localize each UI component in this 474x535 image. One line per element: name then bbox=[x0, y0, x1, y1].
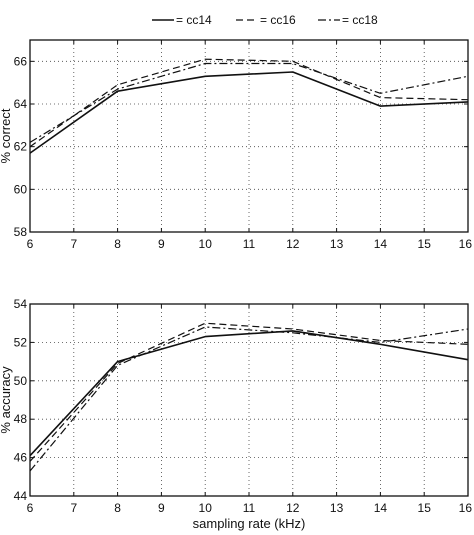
y-tick-label-3: 64 bbox=[14, 97, 28, 111]
x-tick-label-4: 10 bbox=[199, 501, 213, 515]
x-tick-label-0: 6 bbox=[27, 501, 34, 515]
y-tick-label-4: 52 bbox=[14, 335, 28, 349]
x-tick-label-1: 7 bbox=[70, 501, 77, 515]
legend-label-2: = cc18 bbox=[342, 13, 378, 27]
x-tick-label-6: 12 bbox=[286, 237, 300, 251]
series-line-cc18 bbox=[29, 326, 469, 472]
x-tick-label-3: 9 bbox=[158, 501, 165, 515]
y-tick-label-1: 46 bbox=[14, 451, 28, 465]
x-tick-label-3: 9 bbox=[158, 237, 165, 251]
y-tick-label-5: 54 bbox=[14, 297, 28, 311]
x-tick-label-2: 8 bbox=[114, 501, 121, 515]
legend: = cc14 = cc16 = cc18 bbox=[152, 13, 378, 27]
x-tick-label-5: 11 bbox=[243, 501, 256, 515]
x-tick-label-1: 7 bbox=[70, 237, 77, 251]
y-tick-label-2: 48 bbox=[14, 412, 28, 426]
series-line-cc14 bbox=[29, 71, 469, 154]
x-tick-label-2: 8 bbox=[114, 237, 121, 251]
y-tick-label-3: 50 bbox=[14, 374, 28, 388]
series-line-cc18 bbox=[29, 62, 469, 143]
accuracy-chart: 6 7 8 9 10 11 12 13 14 15 16 44 46 48 50 52 54 % accuracy… bbox=[0, 297, 472, 531]
x-tick-label-10: 16 bbox=[459, 237, 473, 251]
y-tick-label-0: 58 bbox=[14, 225, 28, 239]
x-tick-label-6: 12 bbox=[286, 501, 300, 515]
y-tick-label-4: 66 bbox=[14, 54, 28, 68]
x-tick-label-7: 13 bbox=[330, 237, 344, 251]
series-line-cc16 bbox=[29, 58, 469, 148]
x-tick-label-5: 11 bbox=[243, 237, 256, 251]
x-tick-label-4: 10 bbox=[199, 237, 213, 251]
x-tick-label-9: 15 bbox=[418, 501, 432, 515]
x-tick-label-7: 13 bbox=[330, 501, 344, 515]
y-axis-label: % correct bbox=[0, 108, 13, 163]
x-tick-label-9: 15 bbox=[418, 237, 432, 251]
legend-label-1: = cc16 bbox=[260, 13, 296, 27]
legend-label-0: = cc14 bbox=[176, 13, 212, 27]
x-tick-label-0: 6 bbox=[27, 237, 34, 251]
y-axis-label: % accuracy bbox=[0, 366, 13, 434]
x-tick-label-8: 14 bbox=[374, 501, 388, 515]
series-line-cc14 bbox=[29, 330, 469, 457]
y-tick-label-0: 44 bbox=[14, 489, 28, 503]
series-line-cc16 bbox=[29, 322, 469, 462]
y-tick-label-1: 60 bbox=[14, 182, 28, 196]
x-tick-label-8: 14 bbox=[374, 237, 388, 251]
correct-chart: 6 7 8 9 10 11 12 13 14 15 16 58 60 62 64 66 % correct bbox=[0, 39, 473, 251]
x-axis-label: sampling rate (kHz) bbox=[193, 516, 306, 531]
y-tick-label-2: 62 bbox=[14, 140, 28, 154]
x-tick-label-10: 16 bbox=[459, 501, 473, 515]
